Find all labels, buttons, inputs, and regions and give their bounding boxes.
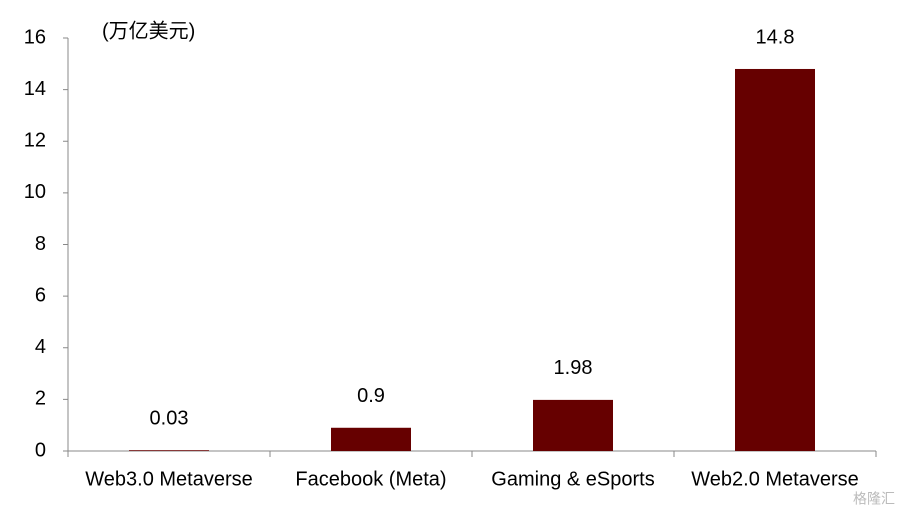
x-tick-label: Web2.0 Metaverse xyxy=(691,468,859,490)
x-tick-label: Gaming & eSports xyxy=(491,468,654,490)
y-tick-label: 8 xyxy=(35,233,46,255)
x-tick-label: Facebook (Meta) xyxy=(295,468,446,490)
y-tick-label: 14 xyxy=(24,78,46,100)
y-tick-label: 6 xyxy=(35,284,46,306)
watermark: 格隆汇 xyxy=(853,491,895,507)
y-tick-label: 12 xyxy=(24,130,46,152)
y-tick-label: 2 xyxy=(35,388,46,410)
value-label: 0.03 xyxy=(150,408,189,430)
y-tick-label: 0 xyxy=(35,439,46,461)
value-label: 14.8 xyxy=(756,26,795,48)
unit-label: (万亿美元) xyxy=(102,19,195,42)
y-tick-label: 4 xyxy=(35,336,46,358)
value-label: 0.9 xyxy=(357,385,385,407)
y-tick-label: 16 xyxy=(24,26,46,48)
bar xyxy=(129,450,209,451)
bar xyxy=(735,68,815,451)
value-label: 1.98 xyxy=(554,357,593,379)
y-tick-label: 10 xyxy=(24,181,46,203)
bar xyxy=(533,399,613,451)
x-tick-label: Web3.0 Metaverse xyxy=(85,468,253,490)
bar xyxy=(331,427,411,451)
